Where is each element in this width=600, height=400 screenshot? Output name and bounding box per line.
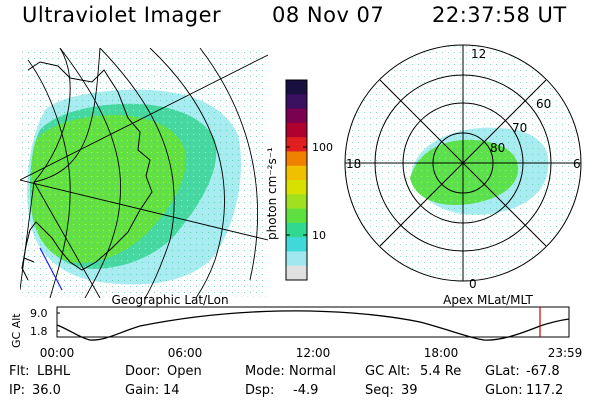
header-title: Ultraviolet Imager (22, 3, 222, 27)
colorbar-segment (286, 222, 307, 238)
altitude-ylabel: GC Alt (10, 313, 23, 348)
altitude-xtick-0000: 00:00 (40, 346, 75, 360)
polar-mlt-0: 0 (469, 277, 477, 291)
colorbar-segment (286, 265, 307, 281)
info-glat-label: GLat: (485, 364, 520, 379)
info-gcalt-label: GC Alt: (365, 364, 411, 379)
coastline (21, 61, 153, 281)
colorbar-segment (286, 80, 307, 95)
info-gain-label: Gain: (125, 383, 160, 398)
colorbar-unit-label: photon cm⁻²s⁻¹ (265, 147, 279, 240)
colorbar-segment (286, 165, 307, 181)
altitude-curve (56, 310, 570, 341)
info-glat-value: -67.8 (526, 364, 560, 379)
info-glon-label: GLon: (485, 383, 523, 398)
polar-mlt-18: 18 (346, 157, 361, 171)
info-dsp-value: -4.9 (293, 383, 319, 398)
info-ip-value: 36.0 (32, 383, 61, 398)
colorbar-segment (286, 180, 307, 195)
colorbar-segment (286, 251, 307, 267)
info-gcalt-value: 5.4 Re (420, 364, 462, 379)
info-gain-value: 14 (163, 383, 180, 398)
colorbar-segment (286, 94, 307, 110)
info-mode-label: Mode: (245, 364, 285, 379)
header-time: 22:37:58 UT (432, 3, 567, 27)
polar-lat-60: 60 (536, 97, 551, 111)
altitude-ytick-1: 1.8 (30, 325, 48, 338)
colorbar-tick-10: 10 (312, 229, 326, 242)
info-mode-value: Normal (289, 364, 337, 379)
info-flt-label: Flt: (9, 364, 30, 379)
colorbar-segment (286, 108, 307, 124)
altitude-xtick-1200: 12:00 (296, 346, 331, 360)
info-dsp-label: Dsp: (245, 383, 275, 398)
info-glon-value: 117.2 (526, 383, 564, 398)
info-flt-value: LBHL (37, 364, 71, 379)
polar-panel-label: Apex MLat/MLT (443, 293, 533, 307)
polar-lat-70: 70 (512, 121, 527, 135)
polar-image-panel: 12 18 6 0 60 70 80 (344, 44, 582, 291)
info-seq-value: 39 (401, 383, 418, 398)
info-ip-label: IP: (9, 383, 26, 398)
colorbar-tick-100: 100 (312, 141, 333, 154)
colorbar: 100 10 photon cm⁻²s⁻¹ (265, 79, 333, 281)
altitude-xtick-0600: 06:00 (168, 346, 203, 360)
info-seq-label: Seq: (365, 383, 394, 398)
polar-lat-80: 80 (490, 141, 505, 155)
geo-blue-trace (39, 247, 63, 291)
polar-mlt-12: 12 (471, 47, 486, 61)
header-date: 08 Nov 07 (272, 3, 385, 27)
geo-panel-label: Geographic Lat/Lon (111, 293, 228, 307)
info-door-value: Open (167, 364, 202, 379)
altitude-ytick-9: 9.0 (30, 307, 48, 320)
geo-grid (20, 48, 268, 298)
colorbar-segment (286, 122, 307, 138)
colorbar-segment (286, 137, 307, 152)
info-door-label: Door: (125, 364, 161, 379)
geographic-image-panel (20, 48, 268, 298)
polar-mlt-6: 6 (573, 157, 581, 171)
altitude-xtick-1800: 18:00 (424, 346, 459, 360)
colorbar-segment (286, 208, 307, 224)
colorbar-segment (286, 194, 307, 210)
altitude-plot: GC Alt 9.0 1.8 00:00 06:00 12:00 18:00 2… (10, 306, 583, 360)
colorbar-segment (286, 151, 307, 167)
altitude-xtick-2359: 23:59 (548, 346, 583, 360)
colorbar-segment (286, 237, 307, 252)
